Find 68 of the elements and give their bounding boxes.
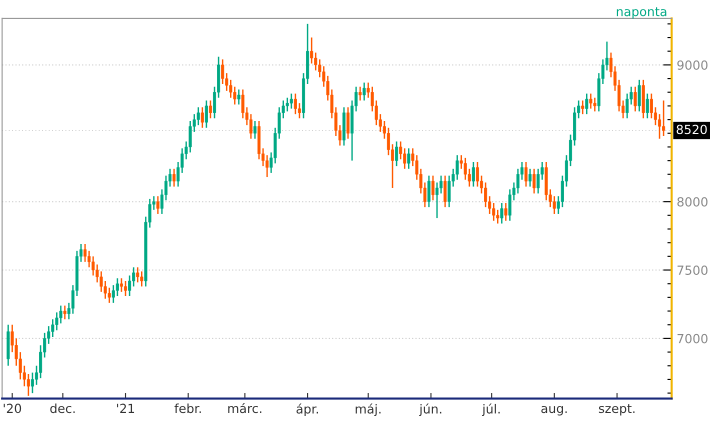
candlestick — [532, 168, 536, 194]
candlestick — [431, 174, 434, 201]
candlestick — [440, 174, 443, 194]
candlestick — [136, 266, 140, 284]
candlestick — [294, 92, 297, 115]
candlestick — [298, 102, 301, 119]
x-tick-label: júl. — [482, 403, 500, 416]
y-tick-label: 7000 — [678, 334, 708, 344]
y-tick-label: 8000 — [677, 197, 708, 207]
candlestick — [358, 86, 362, 102]
candlestick — [585, 92, 588, 115]
y-tick-label: 7500 — [678, 266, 708, 275]
candlestick — [204, 100, 208, 128]
ref-line-label: 8520 — [676, 124, 707, 134]
candlestick — [346, 106, 350, 140]
candlestick — [407, 148, 410, 170]
candlestick — [200, 106, 204, 128]
x-tick-label: ápr. — [296, 403, 318, 416]
candlestick — [124, 280, 128, 297]
candlestick — [221, 58, 224, 85]
candlestick — [253, 120, 256, 140]
candlestick — [646, 92, 649, 119]
candlestick — [444, 174, 447, 208]
candlestick — [172, 168, 176, 188]
candlestick — [528, 168, 532, 188]
candlestick — [156, 195, 160, 215]
candlestick — [435, 182, 439, 219]
candlestick — [516, 168, 520, 194]
annotation: naponta — [616, 7, 666, 19]
candlestick — [589, 92, 592, 110]
candlestick — [500, 202, 504, 224]
candlestick — [581, 100, 584, 115]
y-tick-label: 9000 — [677, 60, 708, 70]
candlestick — [524, 161, 528, 188]
x-tick-label: '21 — [117, 404, 134, 413]
x-tick-label: '20 — [4, 404, 22, 414]
x-tick-label: dec. — [50, 403, 75, 414]
x-tick-label: jún. — [419, 403, 442, 416]
candlestick — [208, 100, 212, 119]
x-tick-label: szept. — [598, 404, 634, 416]
candlestick — [63, 304, 66, 320]
candlestick — [116, 278, 119, 297]
x-tick-label: febr. — [174, 403, 201, 414]
candlestick — [504, 202, 508, 222]
candlestick — [30, 372, 34, 394]
x-tick-label: máj. — [356, 403, 381, 416]
x-tick-label: aug. — [541, 406, 567, 416]
candlestick — [120, 278, 123, 293]
candlestick — [26, 373, 30, 397]
candlestick — [638, 79, 641, 112]
candlestick — [476, 161, 479, 188]
candlestick — [362, 82, 366, 102]
candlestick — [140, 270, 144, 288]
x-tick-label: márc. — [228, 402, 262, 414]
candlestick — [662, 100, 666, 137]
candlestick — [427, 174, 430, 208]
candlestick — [128, 274, 132, 297]
candlestick — [395, 140, 398, 167]
candlestick — [658, 113, 662, 140]
candlestick — [249, 113, 252, 140]
candlestick — [290, 92, 293, 110]
candlestick — [650, 92, 653, 119]
candlestick — [84, 243, 87, 263]
candlestick — [237, 88, 240, 106]
candlestick — [484, 182, 488, 208]
candlestick — [593, 97, 596, 112]
candlestick — [472, 161, 475, 188]
candlestick — [634, 86, 637, 112]
